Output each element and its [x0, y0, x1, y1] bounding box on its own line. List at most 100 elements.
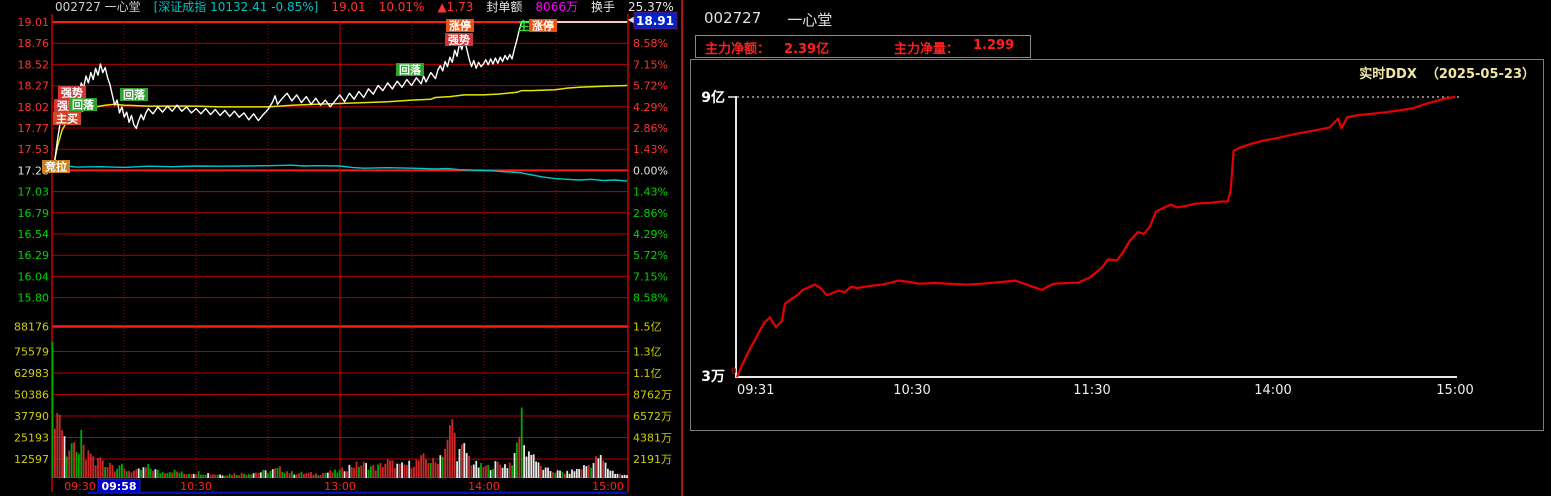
- svg-text:75579: 75579: [14, 346, 49, 359]
- chart-annotation: 涨停: [529, 19, 557, 33]
- svg-text:16.79: 16.79: [18, 207, 50, 220]
- svg-text:6572万: 6572万: [633, 410, 672, 423]
- svg-text:18.76: 18.76: [18, 37, 50, 50]
- index-overlay-line: [52, 164, 628, 182]
- svg-text:1.43%: 1.43%: [633, 186, 668, 199]
- stock-code-name: 002727 一心堂: [55, 0, 141, 14]
- svg-text:回落: 回落: [72, 98, 95, 112]
- svg-text:竞拉: 竞拉: [45, 160, 67, 174]
- svg-text:62983: 62983: [14, 367, 49, 380]
- svg-text:回落: 回落: [399, 63, 422, 77]
- svg-text:17.28: 17.28: [18, 164, 50, 177]
- svg-text:14:00: 14:00: [1254, 383, 1291, 398]
- svg-text:09:58: 09:58: [101, 480, 136, 493]
- svg-text:8.58%: 8.58%: [633, 37, 668, 50]
- svg-text:17.03: 17.03: [18, 186, 50, 199]
- svg-text:09:30: 09:30: [64, 480, 96, 493]
- volume-bars: [51, 341, 628, 478]
- svg-text:2.86%: 2.86%: [633, 207, 668, 220]
- chart-annotation: 回落: [69, 98, 97, 112]
- svg-text:37790: 37790: [14, 410, 49, 423]
- svg-text:17.53: 17.53: [18, 143, 50, 156]
- svg-text:8.58%: 8.58%: [633, 292, 668, 305]
- left-axis-labels: 19.01 18.76 8.58% 18.52 7.15% 18.27 5.72% 18.02…: [14, 16, 672, 466]
- ddx-title-text: 实时DDX: [1359, 67, 1417, 82]
- price-line: [51, 21, 628, 171]
- ddx-line: [735, 95, 1456, 378]
- svg-text:主: 主: [518, 18, 530, 33]
- main-net-volume-label: 主力净量：: [894, 42, 960, 57]
- svg-text:涨停: 涨停: [532, 19, 554, 33]
- svg-text:10:30: 10:30: [180, 480, 212, 493]
- svg-text:涨停: 涨停: [449, 19, 471, 33]
- svg-text:3万: 3万: [701, 369, 725, 385]
- change-percent: 10.01%: [378, 0, 425, 14]
- svg-text:18.02: 18.02: [18, 101, 50, 114]
- turnover-value: 25.37%: [627, 0, 674, 14]
- svg-text:8762万: 8762万: [633, 389, 672, 402]
- svg-text:19.01: 19.01: [18, 16, 50, 29]
- ddx-chart: 9亿 3万 009:31 10:30 11:30 14:00 15:00: [701, 89, 1473, 398]
- main-net-amount-label: 主力净额：: [705, 42, 771, 57]
- svg-text:15:00: 15:00: [1436, 383, 1473, 398]
- right-stock-name: 一心堂: [787, 11, 833, 29]
- svg-text:回落: 回落: [123, 88, 146, 102]
- svg-text:0.00%: 0.00%: [633, 164, 668, 177]
- svg-text:4.29%: 4.29%: [633, 228, 668, 241]
- svg-text:1.43%: 1.43%: [633, 143, 668, 156]
- left-gridlines: [51, 14, 629, 492]
- svg-text:16.54: 16.54: [18, 228, 50, 241]
- price-tag: 18.91: [628, 11, 678, 30]
- svg-text:强势: 强势: [61, 86, 83, 100]
- svg-text:17.77: 17.77: [18, 122, 50, 135]
- seal-amount-value: 8066万: [535, 0, 578, 14]
- svg-text:5.72%: 5.72%: [633, 249, 668, 262]
- svg-text:1.1亿: 1.1亿: [633, 367, 662, 380]
- svg-text:9亿: 9亿: [701, 89, 725, 106]
- chart-annotation: 回落: [396, 63, 424, 77]
- svg-text:09:31: 09:31: [737, 383, 774, 398]
- svg-text:12597: 12597: [14, 453, 49, 466]
- svg-text:18.52: 18.52: [18, 58, 50, 71]
- svg-text:主买: 主买: [56, 112, 78, 126]
- chart-annotation: 强势: [445, 33, 473, 47]
- ddx-chart-title: 实时DDX （2025-05-23）: [1359, 63, 1535, 82]
- turnover-label: 换手: [590, 0, 615, 14]
- svg-text:16.29: 16.29: [18, 249, 50, 262]
- svg-text:50386: 50386: [14, 389, 49, 402]
- svg-text:15.80: 15.80: [18, 292, 50, 305]
- chart-annotation: 主: [518, 18, 530, 33]
- svg-text:13:00: 13:00: [324, 480, 356, 493]
- svg-text:7.15%: 7.15%: [633, 270, 668, 283]
- svg-text:14:00: 14:00: [468, 480, 500, 493]
- svg-text:15:00: 15:00: [592, 480, 624, 493]
- main-net-volume-value: 1.299: [973, 38, 1015, 53]
- svg-text:强势: 强势: [448, 33, 470, 47]
- svg-text:1.3亿: 1.3亿: [633, 346, 662, 359]
- svg-text:25193: 25193: [14, 432, 49, 445]
- svg-text:2191万: 2191万: [633, 453, 672, 466]
- svg-text:1.5亿: 1.5亿: [633, 321, 662, 334]
- svg-text:2.86%: 2.86%: [633, 122, 668, 135]
- svg-text:10:30: 10:30: [893, 383, 930, 398]
- svg-text:88176: 88176: [14, 321, 49, 334]
- chart-annotation: 涨停: [446, 19, 474, 33]
- svg-text:4.29%: 4.29%: [633, 101, 668, 114]
- change-amount: ▲1.73: [437, 0, 474, 14]
- index-quote: [深证成指 10132.41 -0.85%]: [153, 0, 319, 14]
- main-force-info-box: 主力净额： 2.39亿 主力净量： 1.299: [695, 35, 1031, 58]
- last-price: 19.01: [331, 0, 366, 14]
- svg-text:5.72%: 5.72%: [633, 80, 668, 93]
- left-time-axis: 09:30 09:58 10:30 13:00 14:00 15:00: [64, 478, 624, 494]
- right-panel-title: 002727 一心堂: [704, 9, 832, 30]
- chart-annotation: 回落: [120, 88, 148, 102]
- svg-text:4381万: 4381万: [633, 432, 672, 445]
- panel-divider: [681, 0, 683, 496]
- ddx-chart-border: [690, 59, 1544, 431]
- session-progress-bar: [88, 491, 628, 494]
- chart-annotation: 竞拉: [42, 160, 70, 174]
- svg-text:0: 0: [731, 367, 737, 377]
- svg-text:11:30: 11:30: [1073, 383, 1110, 398]
